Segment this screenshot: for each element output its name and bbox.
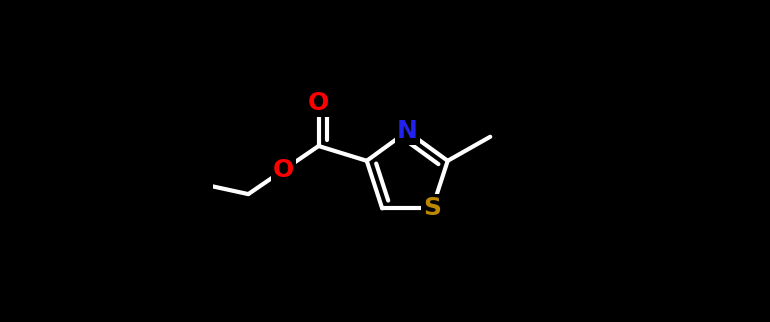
Text: O: O (273, 158, 294, 182)
Text: O: O (308, 91, 330, 115)
Text: S: S (424, 196, 441, 220)
Text: N: N (397, 119, 417, 143)
